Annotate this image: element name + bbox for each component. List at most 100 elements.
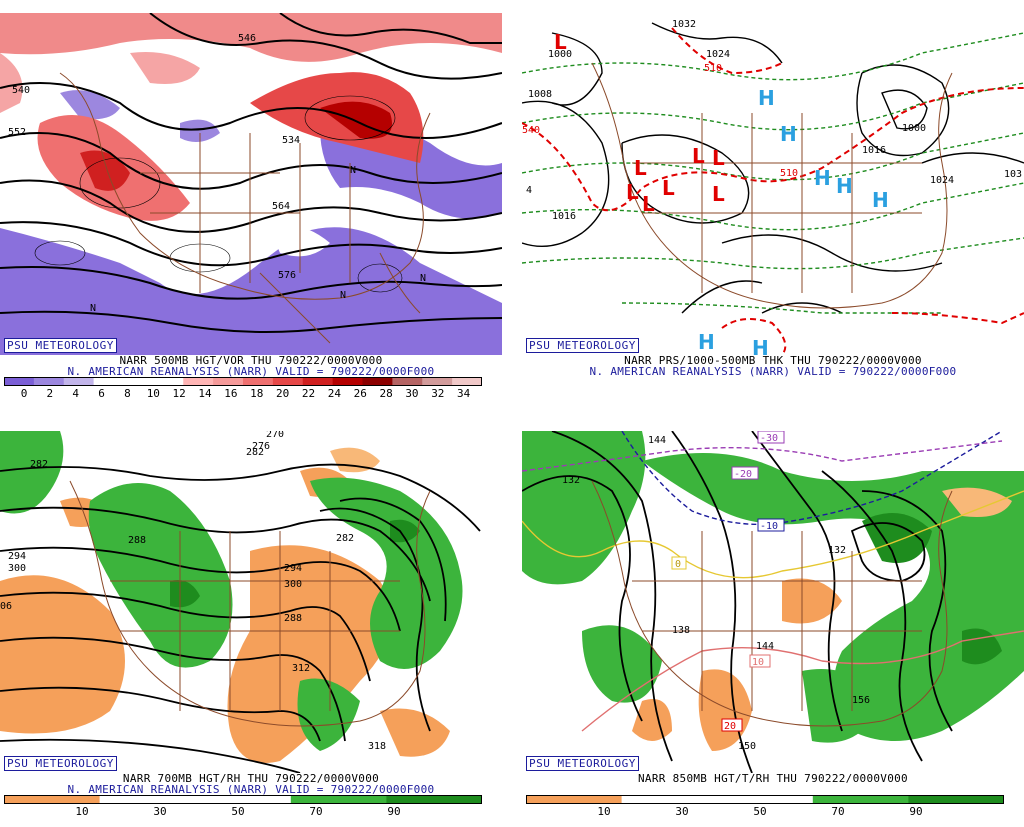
colorbar-segment bbox=[812, 795, 909, 804]
colorbar-segment bbox=[332, 377, 363, 386]
thickness-label: 540 bbox=[522, 125, 540, 136]
colorbar-segment bbox=[4, 795, 101, 804]
colorbar-segment bbox=[717, 795, 814, 804]
colorbar-tick-label: 30 bbox=[405, 387, 419, 400]
panel-caption-valid: N. AMERICAN REANALYSIS (NARR) VALID = 79… bbox=[67, 365, 435, 378]
colorbar-tick-label: 50 bbox=[231, 805, 245, 818]
colorbar-tick-label: 70 bbox=[309, 805, 323, 818]
map-700mb-humidity: 282 276 270 288 294 300 288 294 300 282 … bbox=[0, 431, 502, 773]
colorbar-segment bbox=[33, 377, 65, 386]
colorbar-segment bbox=[123, 377, 154, 386]
panel-caption-product: NARR 700MB HGT/RH THU 790222/0000V000 bbox=[122, 772, 380, 785]
vorticity-min-label: N bbox=[350, 165, 356, 176]
colorbar-tick-label: 30 bbox=[153, 805, 167, 818]
high-pressure-marker: H bbox=[814, 166, 831, 190]
temperature-label: 20 bbox=[724, 721, 736, 732]
colorbar-tick-label: 18 bbox=[250, 387, 264, 400]
panel-caption-product: NARR PRS/1000-500MB THK THU 790222/0000V… bbox=[624, 354, 922, 367]
colorbar-segment bbox=[63, 377, 95, 386]
low-pressure-marker: L bbox=[634, 156, 647, 180]
height-label: 150 bbox=[738, 741, 756, 752]
colorbar-tick-label: 0 bbox=[20, 387, 28, 400]
height-label: 132 bbox=[562, 475, 580, 486]
low-pressure-marker: L bbox=[712, 182, 725, 206]
psu-meteorology-logo: PSU METEOROLOGY bbox=[526, 338, 639, 353]
colorbar-segment bbox=[93, 377, 124, 386]
colorbar-outline bbox=[526, 795, 1004, 804]
thickness-label: 510 bbox=[780, 168, 798, 179]
vorticity-min-label: N bbox=[340, 290, 346, 301]
colorbar-tick-label: 22 bbox=[301, 387, 316, 400]
height-label: 564 bbox=[272, 201, 290, 212]
colorbar-tick-label: 50 bbox=[753, 805, 767, 818]
map-pressure-thickness: 1032 1024 1000 1008 1016 1000 1016 1024 … bbox=[522, 13, 1024, 355]
height-label: 294 bbox=[8, 551, 26, 562]
high-pressure-marker: H bbox=[698, 330, 715, 354]
colorbar-tick-label: 6 bbox=[98, 387, 105, 400]
colorbar-segment bbox=[908, 795, 1004, 804]
high-pressure-marker: H bbox=[752, 336, 769, 355]
height-label: 540 bbox=[12, 85, 30, 96]
height-label: 288 bbox=[128, 535, 146, 546]
colorbar-tick-label: 14 bbox=[198, 387, 212, 400]
low-pressure-marker: L bbox=[642, 192, 655, 216]
height-label: 144 bbox=[648, 435, 666, 446]
colorbar-segment bbox=[392, 377, 423, 386]
isobar-label: 1016 bbox=[552, 211, 576, 222]
isobar-label: 1000 bbox=[548, 49, 572, 60]
vorticity-colorbar-ticks: 0 2 4 6 8 10 12 14 16 18 20 22 24 26 28 30 32 34 bbox=[4, 387, 482, 401]
vorticity-colorbar bbox=[4, 377, 482, 386]
colorbar-segment bbox=[153, 377, 184, 386]
colorbar-tick-label: 90 bbox=[387, 805, 401, 818]
colorbar-tick-label: 30 bbox=[675, 805, 689, 818]
temperature-label: -10 bbox=[760, 521, 778, 532]
colorbar-tick-label: 8 bbox=[124, 387, 131, 400]
colorbar-tick-label: 28 bbox=[379, 387, 393, 400]
low-pressure-marker: L bbox=[554, 30, 567, 54]
colorbar-tick-label: 2 bbox=[46, 387, 54, 400]
colorbar-tick-label: 70 bbox=[831, 805, 845, 818]
height-label: 138 bbox=[672, 625, 690, 636]
colorbar-tick-label: 26 bbox=[353, 387, 367, 400]
colorbar-segment bbox=[452, 377, 482, 386]
colorbar-tick-label: 16 bbox=[224, 387, 238, 400]
height-label: 552 bbox=[8, 127, 26, 138]
height-label: 282 bbox=[246, 447, 264, 458]
colorbar-outline bbox=[4, 795, 482, 804]
height-label: 294 bbox=[284, 563, 302, 574]
low-pressure-marker: L bbox=[662, 176, 675, 200]
map-850mb-temperature-humidity: 132 144 138 144 150 156 132 -30 -20 -10 … bbox=[522, 431, 1024, 773]
humidity-colorbar-ticks: 10 30 50 70 90 bbox=[4, 805, 482, 819]
colorbar-tick-label: 10 bbox=[75, 805, 89, 818]
thickness-label: 510 bbox=[704, 63, 722, 74]
panel-500mb-hgt-vor: 540 552 564 576 546 534 N N N N PSU METE… bbox=[0, 13, 502, 409]
isobar-label: 1000 bbox=[902, 123, 926, 134]
colorbar-segment bbox=[290, 795, 387, 804]
panel-pressure-thickness: 1032 1024 1000 1008 1016 1000 1016 1024 … bbox=[522, 13, 1024, 409]
temperature-label: 10 bbox=[752, 657, 764, 668]
colorbar-segment bbox=[386, 795, 482, 804]
height-label: 534 bbox=[282, 135, 300, 146]
colorbar-tick-label: 10 bbox=[597, 805, 611, 818]
height-label: 300 bbox=[8, 563, 26, 574]
colorbar-segment bbox=[526, 795, 623, 804]
height-label: 06 bbox=[0, 601, 12, 612]
height-label: 276 bbox=[252, 441, 270, 452]
high-pressure-marker: H bbox=[872, 188, 889, 212]
colorbar-segment bbox=[362, 377, 393, 386]
colorbar-segment bbox=[4, 377, 35, 386]
height-label: 546 bbox=[238, 33, 256, 44]
panel-caption-valid: N. AMERICAN REANALYSIS (NARR) VALID = 79… bbox=[67, 783, 435, 796]
panel-caption-product: NARR 850MB HGT/T/RH THU 790222/0000V000 bbox=[638, 772, 908, 785]
colorbar-segment bbox=[213, 377, 244, 386]
panel-caption-product: NARR 500MB HGT/VOR THU 790222/0000V000 bbox=[119, 354, 383, 367]
height-label: 288 bbox=[284, 613, 302, 624]
isobar-label: 1024 bbox=[706, 49, 730, 60]
panel-700mb-hgt-rh: 282 276 270 288 294 300 288 294 300 282 … bbox=[0, 431, 502, 827]
colorbar-segment bbox=[422, 377, 453, 386]
colorbar-outline bbox=[4, 377, 482, 386]
map-500mb-vorticity: 540 552 564 576 546 534 N N N N bbox=[0, 13, 502, 355]
colorbar-segment bbox=[183, 377, 214, 386]
temperature-label: 0 bbox=[675, 559, 681, 570]
temperature-label: -20 bbox=[734, 469, 752, 480]
